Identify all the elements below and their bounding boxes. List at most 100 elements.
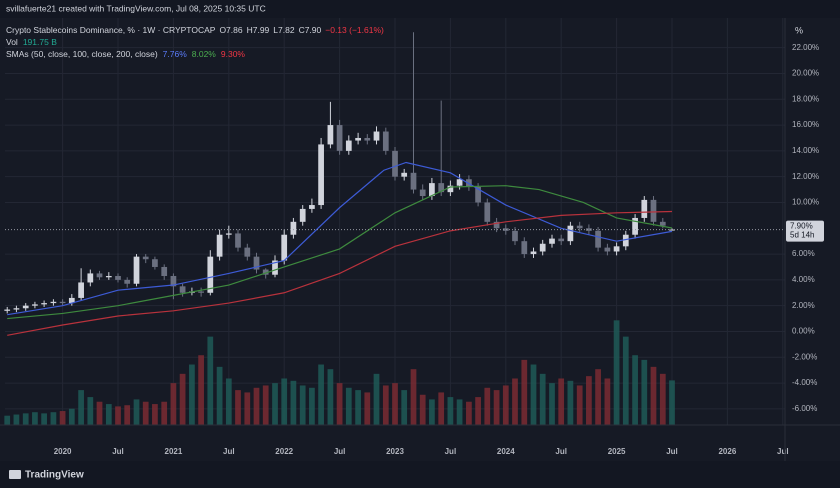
sma-line: [7, 161, 673, 316]
y-tick-label: 12.00%: [792, 172, 819, 181]
candle-body: [392, 150, 398, 177]
x-tick-label: 2025: [608, 447, 626, 456]
volume-bar: [327, 369, 334, 425]
volume-bar: [632, 355, 638, 425]
volume-legend: Vol 191.75 B: [6, 37, 57, 47]
volume-bar: [189, 364, 195, 425]
volume-bar: [32, 412, 38, 425]
symbol: Crypto Stablecoins Dominance, % · 1W · C…: [6, 25, 216, 35]
candle-body: [327, 125, 334, 145]
x-tick-label: Jul: [334, 447, 346, 456]
volume-bar: [484, 387, 491, 425]
volume-bar: [299, 385, 306, 425]
volume-bar: [502, 385, 509, 425]
volume-bar: [161, 401, 168, 425]
x-tick-label: 2022: [275, 447, 293, 456]
candle-body: [622, 234, 629, 247]
y-tick-label: 16.00%: [792, 120, 819, 129]
candle-body: [152, 259, 158, 267]
price-countdown: 5d 14h: [790, 231, 814, 240]
candle-body: [530, 251, 537, 255]
volume-bar: [382, 385, 389, 425]
volume-bar: [567, 380, 574, 425]
volume-bar: [96, 401, 103, 425]
x-tick-label: 2021: [165, 447, 183, 456]
volume-bar: [604, 378, 611, 425]
candle-body: [475, 186, 481, 203]
candle-body: [502, 228, 509, 231]
sma-label: SMAs (50, close, 100, close, 200, close): [6, 49, 158, 59]
candle-body: [650, 199, 657, 222]
candle-body: [290, 221, 297, 235]
candle-body: [382, 131, 389, 151]
y-tick-label: 4.00%: [792, 275, 815, 284]
volume-bar: [456, 399, 463, 425]
ohlc-high: H7.99: [247, 25, 270, 35]
candle-body: [595, 230, 601, 248]
volume-value: 191.75 B: [23, 37, 57, 47]
candle-body: [179, 286, 186, 293]
sma-value: 7.76%: [163, 49, 188, 59]
y-tick-label: -6.00%: [792, 404, 817, 413]
candle-body: [105, 276, 112, 278]
candle-body: [493, 221, 500, 229]
volume-bar: [669, 380, 675, 425]
volume-bar: [133, 399, 140, 425]
candle-body: [170, 276, 177, 287]
volume-bar: [41, 413, 47, 425]
volume-bar: [309, 387, 315, 425]
volume-bar: [512, 378, 518, 425]
candle-body: [567, 225, 574, 242]
candle-body: [604, 247, 611, 252]
volume-bar: [530, 364, 537, 425]
y-tick-label: -4.00%: [792, 378, 817, 387]
candle-body: [133, 256, 140, 284]
candle-body: [447, 185, 454, 193]
candle-body: [558, 238, 565, 242]
candle-body: [207, 256, 214, 293]
volume-bar: [613, 320, 620, 425]
volume-bar: [475, 397, 481, 425]
volume-bar: [244, 392, 251, 425]
credit: svillafuerte21 created with TradingView.…: [6, 3, 266, 13]
volume-bar: [373, 373, 380, 425]
candle-body: [96, 273, 103, 278]
x-tick-label: 2024: [497, 447, 515, 456]
y-tick-label: 20.00%: [792, 69, 819, 78]
y-tick-label: 0.00%: [792, 327, 815, 336]
candle-body: [659, 221, 666, 226]
candle-body: [4, 309, 11, 311]
x-tick-label: Jul: [555, 447, 567, 456]
candle-body: [364, 137, 371, 141]
candle-body: [272, 260, 278, 275]
price-label-box: [786, 220, 824, 242]
volume-bar: [22, 413, 29, 425]
ohlc-open: O7.86: [219, 25, 242, 35]
sma-value: 9.30%: [221, 49, 246, 59]
candle-body: [336, 125, 343, 151]
volume-bar: [576, 385, 583, 425]
candle-body: [115, 276, 121, 280]
volume-bar: [68, 408, 75, 425]
x-tick-label: Jul: [223, 447, 235, 456]
volume-bar: [59, 411, 66, 425]
price-label: 7.90%: [790, 222, 813, 231]
volume-bar: [225, 378, 232, 425]
candle-body: [22, 305, 29, 309]
candle-body: [613, 246, 620, 252]
volume-bar: [429, 399, 435, 425]
y-tick-label: 14.00%: [792, 146, 819, 155]
candle-body: [216, 234, 223, 257]
candle-body: [281, 234, 288, 261]
volume-bar: [179, 373, 186, 425]
volume-bar: [355, 390, 361, 425]
candle-body: [78, 282, 84, 298]
volume-bar: [207, 336, 214, 425]
volume-bar: [447, 397, 454, 425]
candle-body: [576, 225, 583, 229]
footer: [0, 461, 840, 488]
volume-bar: [216, 366, 223, 425]
candle-body: [549, 238, 555, 244]
symbol-legend: Crypto Stablecoins Dominance, % · 1W · C…: [6, 25, 384, 35]
x-tick-label: Jul: [666, 447, 678, 456]
